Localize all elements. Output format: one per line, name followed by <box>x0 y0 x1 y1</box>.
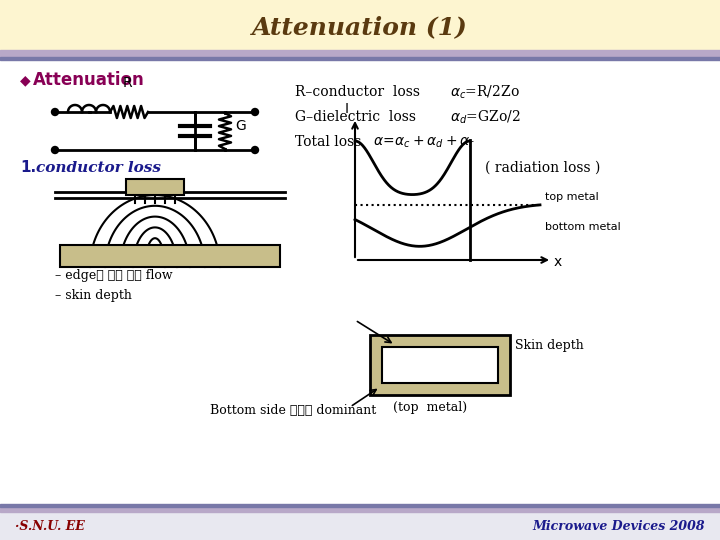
Text: Bottom side 전류가 dominant: Bottom side 전류가 dominant <box>210 403 377 416</box>
Text: Microwave Devices 2008: Microwave Devices 2008 <box>532 519 705 532</box>
Text: $\alpha\!=\!\alpha_c+\alpha_d+\alpha_r$: $\alpha\!=\!\alpha_c+\alpha_d+\alpha_r$ <box>373 134 475 150</box>
Bar <box>126 179 184 195</box>
Circle shape <box>251 146 258 153</box>
Text: ·S.N.U. EE: ·S.N.U. EE <box>15 519 85 532</box>
Text: R: R <box>122 76 132 90</box>
Text: top metal: top metal <box>545 192 599 202</box>
Text: G: G <box>235 119 246 133</box>
Text: $\alpha_c$=R/2Zo: $\alpha_c$=R/2Zo <box>450 83 520 100</box>
Text: ( radiation loss ): ( radiation loss ) <box>485 161 600 175</box>
Text: ◆: ◆ <box>20 73 31 87</box>
Bar <box>0 50 720 57</box>
Text: R–conductor  loss: R–conductor loss <box>295 85 420 99</box>
Bar <box>0 57 720 60</box>
Bar <box>0 507 720 512</box>
Bar <box>60 245 280 267</box>
Text: – edge에 많은 전류 flow: – edge에 많은 전류 flow <box>55 268 173 281</box>
Text: Skin depth: Skin depth <box>515 339 584 352</box>
Text: conductor loss: conductor loss <box>36 161 161 175</box>
Circle shape <box>52 146 58 153</box>
Bar <box>0 0 720 50</box>
Text: bottom metal: bottom metal <box>545 222 621 232</box>
Text: Total loss: Total loss <box>295 135 361 149</box>
Text: Attenuation: Attenuation <box>33 71 145 89</box>
Text: Attenuation (1): Attenuation (1) <box>252 15 468 39</box>
Text: 1.: 1. <box>20 160 36 176</box>
Text: I: I <box>345 102 349 116</box>
Circle shape <box>52 109 58 116</box>
Bar <box>0 512 720 540</box>
Bar <box>0 504 720 507</box>
Bar <box>370 335 510 395</box>
Text: – skin depth: – skin depth <box>55 288 132 301</box>
Text: $\alpha_d$=GZo/2: $\alpha_d$=GZo/2 <box>450 109 521 126</box>
Text: x: x <box>554 255 562 269</box>
Text: (top  metal): (top metal) <box>393 401 467 414</box>
Bar <box>382 347 498 383</box>
Text: G–dielectric  loss: G–dielectric loss <box>295 110 416 124</box>
Circle shape <box>251 109 258 116</box>
